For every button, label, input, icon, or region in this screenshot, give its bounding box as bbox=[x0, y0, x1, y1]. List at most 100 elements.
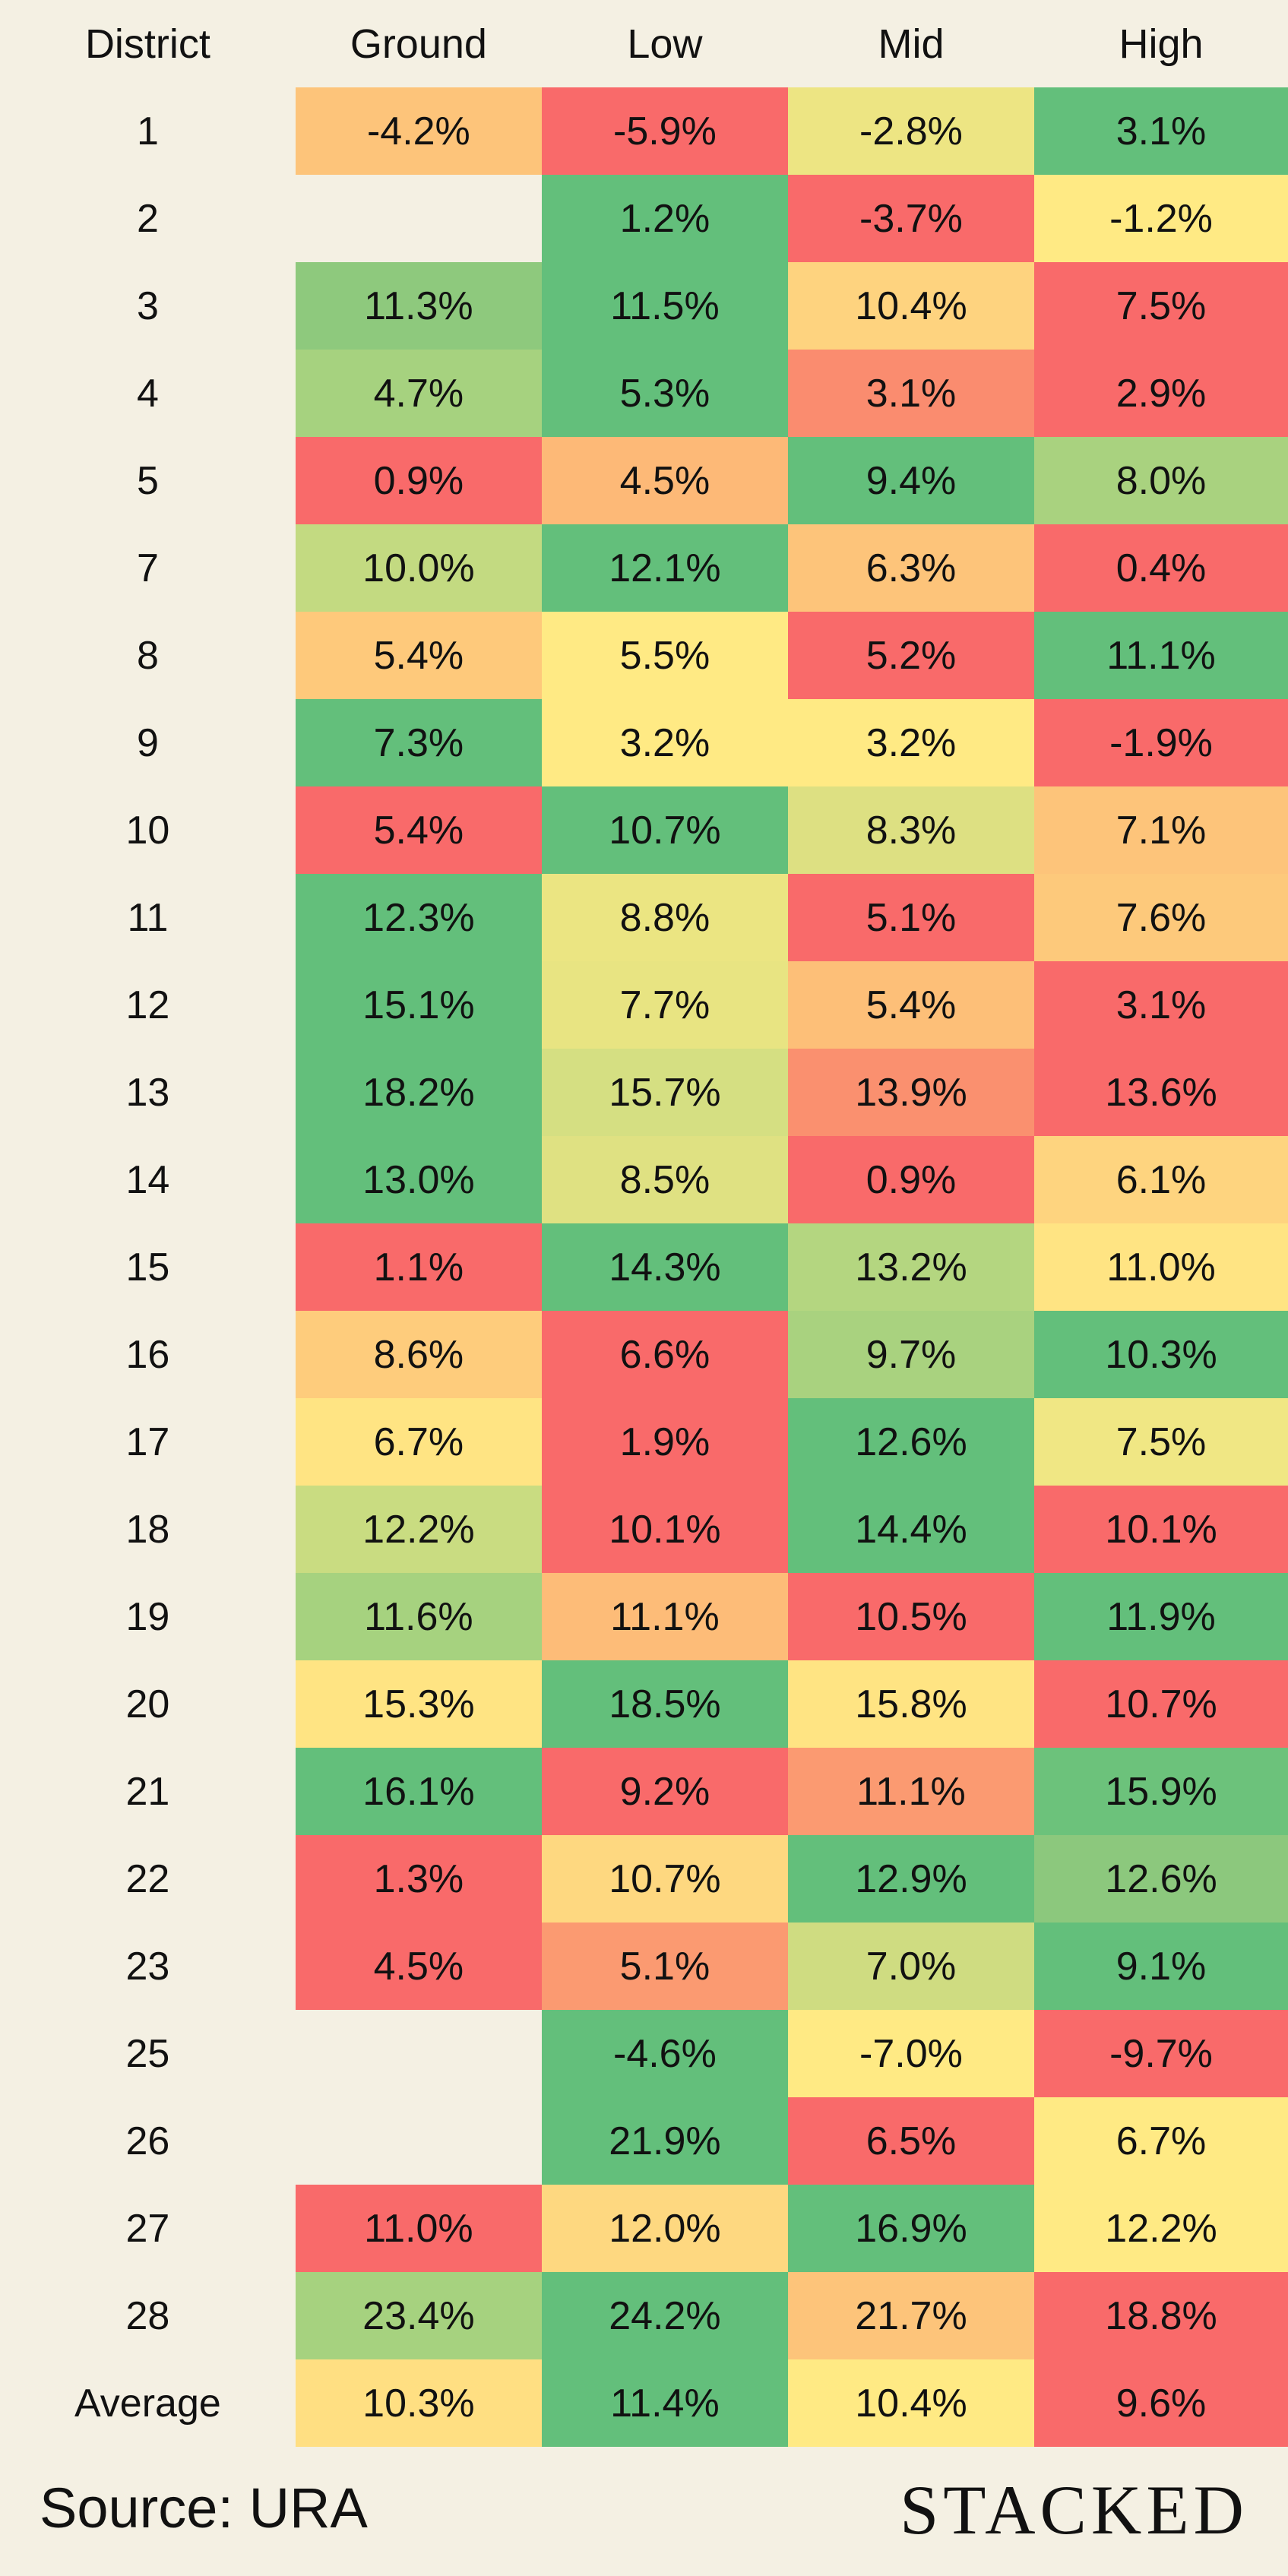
value-cell-high: 11.9% bbox=[1034, 1573, 1288, 1660]
value-cell-low: 9.2% bbox=[541, 1748, 788, 1835]
value-cell-ground: 5.4% bbox=[295, 786, 542, 874]
value-cell-high: 13.6% bbox=[1034, 1049, 1288, 1136]
district-cell: 10 bbox=[125, 808, 170, 853]
value-cell-low: 6.6% bbox=[541, 1311, 788, 1398]
table-row: Average 10.3% 11.4% 10.4% 9.6% bbox=[0, 2359, 1288, 2447]
table-row: 21 16.1% 9.2% 11.1% 15.9% bbox=[0, 1748, 1288, 1835]
value-cell-low: 24.2% bbox=[541, 2272, 788, 2359]
table-row: 8 5.4% 5.5% 5.2% 11.1% bbox=[0, 612, 1288, 699]
value-cell-ground: 15.3% bbox=[295, 1660, 542, 1748]
district-cell: 13 bbox=[125, 1070, 170, 1115]
value-cell-high: 3.1% bbox=[1034, 961, 1288, 1049]
value-cell-mid: 5.4% bbox=[787, 961, 1034, 1049]
district-cell: 2 bbox=[136, 196, 159, 241]
district-cell: 25 bbox=[125, 2031, 170, 2076]
value-cell-high: -1.2% bbox=[1034, 175, 1288, 262]
value-cell-low: 1.2% bbox=[541, 175, 788, 262]
value-cell-high: 7.5% bbox=[1034, 262, 1288, 350]
value-cell-low: 5.5% bbox=[541, 612, 788, 699]
district-cell: 5 bbox=[136, 458, 159, 503]
value-cell-ground: 0.9% bbox=[295, 437, 542, 524]
value-cell-high: 10.7% bbox=[1034, 1660, 1288, 1748]
value-cell-ground: 7.3% bbox=[295, 699, 542, 786]
value-cell-mid: 7.0% bbox=[787, 1923, 1034, 2010]
district-cell: 15 bbox=[125, 1245, 170, 1290]
value-cell-ground: 10.3% bbox=[295, 2359, 542, 2447]
table-row: 4 4.7% 5.3% 3.1% 2.9% bbox=[0, 350, 1288, 437]
value-cell-ground: 16.1% bbox=[295, 1748, 542, 1835]
value-cell-high: 7.6% bbox=[1034, 874, 1288, 961]
table-row: 5 0.9% 4.5% 9.4% 8.0% bbox=[0, 437, 1288, 524]
table-header-row: District Ground Low Mid High bbox=[0, 0, 1288, 87]
table-row: 17 6.7% 1.9% 12.6% 7.5% bbox=[0, 1398, 1288, 1486]
value-cell-low: 8.5% bbox=[541, 1136, 788, 1223]
value-cell-ground bbox=[296, 2097, 542, 2185]
table-body: 1 -4.2% -5.9% -2.8% 3.1% 2 1.2% -3.7% -1.2% 3 11.3… bbox=[0, 87, 1288, 2447]
value-cell-mid: 13.9% bbox=[787, 1049, 1034, 1136]
value-cell-low: 11.4% bbox=[541, 2359, 788, 2447]
value-cell-ground: 1.1% bbox=[295, 1223, 542, 1311]
value-cell-low: 18.5% bbox=[541, 1660, 788, 1748]
value-cell-low: 5.3% bbox=[541, 350, 788, 437]
district-cell: 1 bbox=[136, 109, 159, 153]
table-row: 11 12.3% 8.8% 5.1% 7.6% bbox=[0, 874, 1288, 961]
district-cell: 28 bbox=[125, 2293, 170, 2338]
value-cell-ground: 11.6% bbox=[295, 1573, 542, 1660]
value-cell-mid: 5.2% bbox=[787, 612, 1034, 699]
value-cell-mid: 10.4% bbox=[787, 2359, 1034, 2447]
table-row: 26 21.9% 6.5% 6.7% bbox=[0, 2097, 1288, 2185]
value-cell-ground bbox=[296, 175, 542, 262]
value-cell-ground: 4.5% bbox=[295, 1923, 542, 2010]
value-cell-mid: -2.8% bbox=[787, 87, 1034, 175]
district-cell: 11 bbox=[127, 895, 169, 940]
value-cell-high: 15.9% bbox=[1034, 1748, 1288, 1835]
table-row: 20 15.3% 18.5% 15.8% 10.7% bbox=[0, 1660, 1288, 1748]
table-row: 9 7.3% 3.2% 3.2% -1.9% bbox=[0, 699, 1288, 786]
value-cell-low: 15.7% bbox=[541, 1049, 788, 1136]
table-row: 23 4.5% 5.1% 7.0% 9.1% bbox=[0, 1923, 1288, 2010]
district-cell: 20 bbox=[125, 1682, 170, 1726]
district-cell: 21 bbox=[125, 1769, 170, 1814]
district-cell: 4 bbox=[136, 371, 159, 416]
value-cell-high: 9.6% bbox=[1034, 2359, 1288, 2447]
district-cell: 17 bbox=[125, 1419, 170, 1464]
value-cell-high: 3.1% bbox=[1034, 87, 1288, 175]
value-cell-mid: 13.2% bbox=[787, 1223, 1034, 1311]
value-cell-low: 5.1% bbox=[541, 1923, 788, 2010]
table-row: 19 11.6% 11.1% 10.5% 11.9% bbox=[0, 1573, 1288, 1660]
value-cell-high: 6.1% bbox=[1034, 1136, 1288, 1223]
value-cell-high: 12.6% bbox=[1034, 1835, 1288, 1923]
value-cell-low: -5.9% bbox=[541, 87, 788, 175]
table-row: 18 12.2% 10.1% 14.4% 10.1% bbox=[0, 1486, 1288, 1573]
value-cell-mid: 21.7% bbox=[787, 2272, 1034, 2359]
district-cell: 14 bbox=[125, 1157, 170, 1202]
column-header-mid: Mid bbox=[878, 21, 945, 67]
value-cell-mid: 3.1% bbox=[787, 350, 1034, 437]
footer: Source: URA STACKED bbox=[0, 2447, 1288, 2576]
value-cell-low: -4.6% bbox=[541, 2010, 788, 2097]
value-cell-ground: 11.3% bbox=[295, 262, 542, 350]
value-cell-high: 10.1% bbox=[1034, 1486, 1288, 1573]
value-cell-high: 7.1% bbox=[1034, 786, 1288, 874]
value-cell-low: 10.7% bbox=[541, 786, 788, 874]
value-cell-low: 4.5% bbox=[541, 437, 788, 524]
district-cell: 19 bbox=[125, 1594, 170, 1639]
value-cell-mid: 14.4% bbox=[787, 1486, 1034, 1573]
value-cell-low: 11.1% bbox=[541, 1573, 788, 1660]
source-label: Source: URA bbox=[40, 2476, 368, 2540]
value-cell-ground: 10.0% bbox=[295, 524, 542, 612]
value-cell-low: 11.5% bbox=[541, 262, 788, 350]
value-cell-high: 12.2% bbox=[1034, 2185, 1288, 2272]
value-cell-mid: 9.4% bbox=[787, 437, 1034, 524]
value-cell-high: 18.8% bbox=[1034, 2272, 1288, 2359]
value-cell-mid: -7.0% bbox=[787, 2010, 1034, 2097]
value-cell-mid: 0.9% bbox=[787, 1136, 1034, 1223]
value-cell-mid: 6.5% bbox=[787, 2097, 1034, 2185]
value-cell-mid: 5.1% bbox=[787, 874, 1034, 961]
district-cell: 3 bbox=[136, 283, 159, 328]
table-row: 10 5.4% 10.7% 8.3% 7.1% bbox=[0, 786, 1288, 874]
value-cell-high: 8.0% bbox=[1034, 437, 1288, 524]
district-cell: 7 bbox=[136, 546, 159, 590]
value-cell-high: 11.1% bbox=[1034, 612, 1288, 699]
value-cell-mid: 3.2% bbox=[787, 699, 1034, 786]
